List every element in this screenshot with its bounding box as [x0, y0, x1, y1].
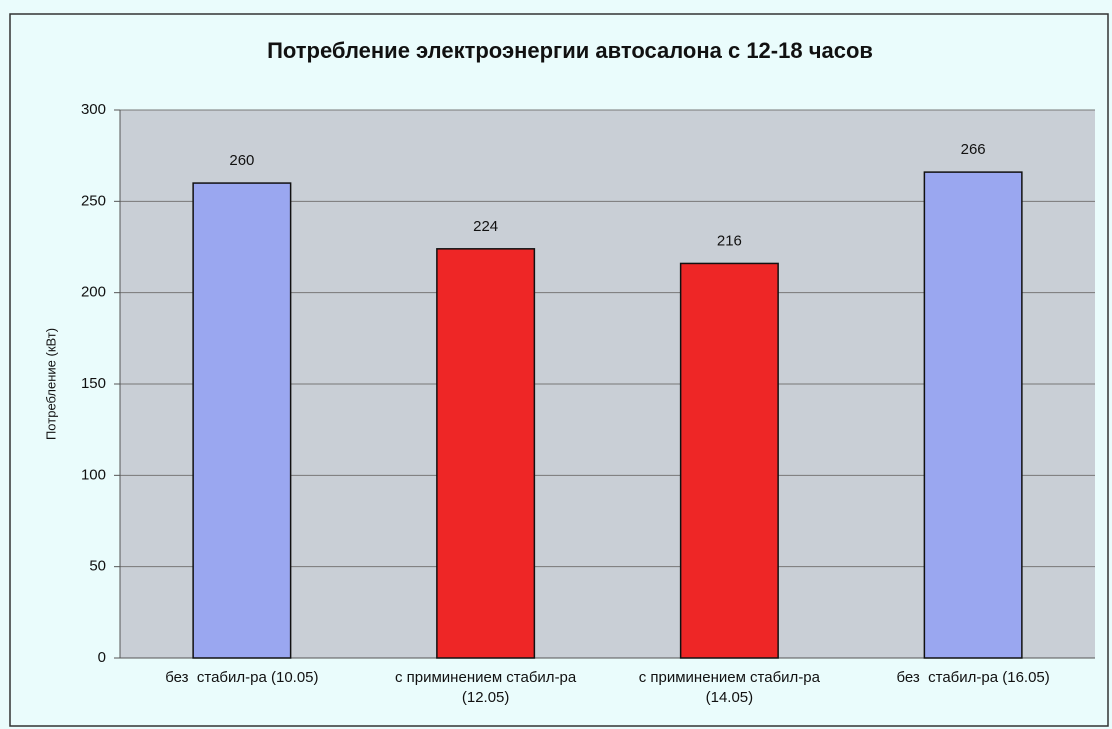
chart-title: Потребление электроэнергии автосалона с …: [267, 38, 873, 63]
bar: [679, 262, 779, 659]
bar: [923, 171, 1023, 659]
x-tick-label-box: без стабил-ра (16.05): [896, 669, 1050, 686]
y-tick-label: 200: [81, 284, 106, 301]
y-tick-label: 100: [81, 466, 106, 483]
y-tick-label: 250: [81, 192, 106, 209]
y-tick-label: 150: [81, 375, 106, 392]
x-tick-label: с приминением стабил-ра (14.05): [638, 669, 825, 706]
y-axis-label: Потребление (кВт): [43, 328, 58, 440]
data-label: 224: [473, 218, 498, 235]
y-tick-label: 300: [81, 101, 106, 118]
x-tick-label-box: с приминением стабил-ра (12.05): [394, 669, 581, 706]
x-tick-label-box: с приминением стабил-ра (14.05): [638, 669, 825, 706]
data-label: 260: [229, 152, 254, 169]
bar: [192, 182, 292, 659]
x-tick-label: с приминением стабил-ра (12.05): [394, 669, 581, 706]
bar: [436, 248, 536, 659]
x-tick-label: без стабил-ра (10.05): [165, 669, 319, 686]
x-tick-label: без стабил-ра (16.05): [896, 669, 1050, 686]
y-tick-label: 0: [98, 649, 106, 666]
y-tick-label: 50: [89, 558, 106, 575]
data-label: 266: [961, 141, 986, 158]
x-tick-label-box: без стабил-ра (10.05): [165, 669, 319, 686]
data-label: 216: [717, 232, 742, 249]
chart-border: [9, 13, 1109, 727]
